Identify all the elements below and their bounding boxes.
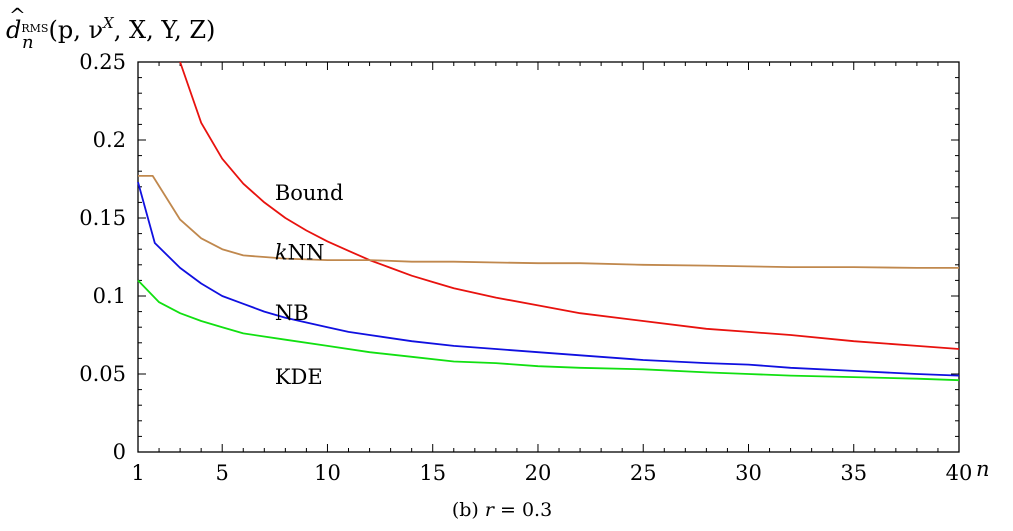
series-line-nb xyxy=(137,181,960,377)
x-tick-label: 5 xyxy=(216,461,229,485)
y-axis-label-args: (p, ν xyxy=(48,16,103,44)
y-axis-label: dRMS(p, νX, X, Y, Z) xyxy=(6,14,215,44)
axis-ticks xyxy=(137,61,960,453)
y-tick-label: 0 xyxy=(113,440,126,464)
x-tick-label: 10 xyxy=(314,461,341,485)
y-axis-label-sub: n xyxy=(22,32,34,53)
x-tick-label: 30 xyxy=(735,461,762,485)
series-label-bound: Bound xyxy=(275,181,344,205)
caption-rest: = 0.3 xyxy=(494,499,552,521)
y-tick-label: 0.15 xyxy=(79,206,126,230)
series-line-knn xyxy=(138,175,959,269)
series-label-knn-rest: NN xyxy=(288,240,325,264)
y-axis-label-hat: ^ xyxy=(9,3,26,27)
y-tick-label: 0.1 xyxy=(93,284,126,308)
x-tick-label: 40 xyxy=(946,461,973,485)
series-lines xyxy=(137,61,960,382)
x-tick-label: 15 xyxy=(419,461,446,485)
y-axis-label-sup: RMS xyxy=(21,22,48,35)
series-labels: Bound kNN NB KDE xyxy=(275,181,344,389)
caption-prefix: (b) xyxy=(452,499,485,521)
series-label-nb: NB xyxy=(275,301,309,325)
series-label-knn-prefix: k xyxy=(275,240,288,264)
y-tick-label: 0.2 xyxy=(93,128,126,152)
plot-frame xyxy=(137,61,960,453)
axes-frame xyxy=(137,61,960,453)
x-tick-label: 25 xyxy=(630,461,657,485)
x-tick-label: 20 xyxy=(525,461,552,485)
y-tick-label: 0.05 xyxy=(79,362,126,386)
x-tick-label: 35 xyxy=(840,461,867,485)
caption-var: r xyxy=(485,499,496,521)
series-line-kde xyxy=(137,279,960,382)
series-line-bound xyxy=(179,61,960,350)
chart-caption: (b) r = 0.3 xyxy=(452,499,552,521)
y-axis-label-args-end: , X, Y, Z) xyxy=(114,16,216,44)
series-label-kde: KDE xyxy=(275,365,323,389)
y-axis-label-base: d xyxy=(6,16,21,44)
x-axis-label: n xyxy=(976,457,990,481)
y-tick-label: 0.25 xyxy=(79,50,126,74)
x-tick-label: 1 xyxy=(131,461,144,485)
y-axis-label-args-sup: X xyxy=(102,14,115,32)
series-label-knn: kNN xyxy=(275,240,324,264)
